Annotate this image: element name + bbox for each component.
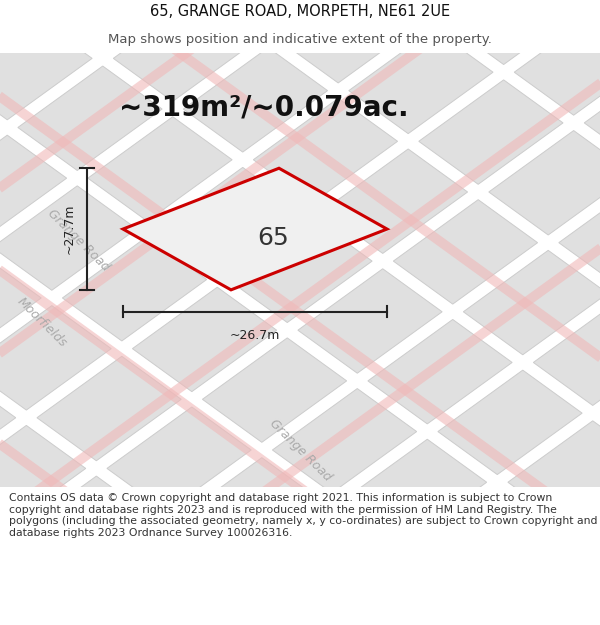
Polygon shape xyxy=(247,508,391,612)
Polygon shape xyxy=(514,11,600,115)
Polygon shape xyxy=(82,527,226,625)
Text: ~27.7m: ~27.7m xyxy=(62,204,76,254)
Text: 65: 65 xyxy=(257,226,289,250)
Polygon shape xyxy=(113,0,257,101)
Polygon shape xyxy=(0,255,41,359)
Polygon shape xyxy=(444,0,589,64)
Polygon shape xyxy=(11,476,156,581)
Polygon shape xyxy=(253,98,398,202)
Polygon shape xyxy=(228,218,372,322)
Polygon shape xyxy=(463,251,600,355)
Polygon shape xyxy=(0,16,92,120)
Polygon shape xyxy=(482,541,600,625)
Text: Grange Road: Grange Road xyxy=(44,206,112,273)
Polygon shape xyxy=(209,0,353,32)
Polygon shape xyxy=(0,135,67,239)
Polygon shape xyxy=(533,301,600,406)
Polygon shape xyxy=(349,29,493,134)
Polygon shape xyxy=(578,471,600,576)
Polygon shape xyxy=(43,0,188,51)
Text: Map shows position and indicative extent of the property.: Map shows position and indicative extent… xyxy=(108,33,492,46)
Polygon shape xyxy=(412,490,557,594)
Text: ~26.7m: ~26.7m xyxy=(230,329,280,342)
Polygon shape xyxy=(374,0,518,14)
Polygon shape xyxy=(0,0,22,69)
Polygon shape xyxy=(323,149,467,253)
Polygon shape xyxy=(88,117,232,221)
Polygon shape xyxy=(0,375,16,479)
Polygon shape xyxy=(177,458,321,562)
Polygon shape xyxy=(62,236,206,341)
Polygon shape xyxy=(0,306,111,410)
Text: Moorfields: Moorfields xyxy=(14,295,70,350)
Polygon shape xyxy=(279,0,423,83)
Polygon shape xyxy=(0,545,60,625)
Polygon shape xyxy=(272,389,416,493)
Polygon shape xyxy=(107,407,251,511)
Polygon shape xyxy=(559,181,600,286)
Polygon shape xyxy=(508,421,600,525)
Polygon shape xyxy=(18,66,162,171)
Polygon shape xyxy=(123,168,387,290)
Polygon shape xyxy=(419,80,563,184)
Polygon shape xyxy=(584,61,600,166)
Text: ~319m²/~0.079ac.: ~319m²/~0.079ac. xyxy=(119,93,409,121)
Polygon shape xyxy=(343,439,487,544)
Polygon shape xyxy=(438,370,582,474)
Polygon shape xyxy=(184,48,328,152)
Polygon shape xyxy=(158,168,302,272)
Polygon shape xyxy=(368,319,512,424)
Polygon shape xyxy=(394,199,538,304)
Polygon shape xyxy=(202,338,347,442)
Text: Contains OS data © Crown copyright and database right 2021. This information is : Contains OS data © Crown copyright and d… xyxy=(9,493,598,538)
Polygon shape xyxy=(133,288,277,392)
Polygon shape xyxy=(489,131,600,235)
Polygon shape xyxy=(298,269,442,373)
Polygon shape xyxy=(317,559,461,625)
Polygon shape xyxy=(37,356,181,461)
Text: 65, GRANGE ROAD, MORPETH, NE61 2UE: 65, GRANGE ROAD, MORPETH, NE61 2UE xyxy=(150,4,450,19)
Text: Grange Road: Grange Road xyxy=(266,417,334,484)
Polygon shape xyxy=(0,186,137,290)
Polygon shape xyxy=(0,426,86,530)
